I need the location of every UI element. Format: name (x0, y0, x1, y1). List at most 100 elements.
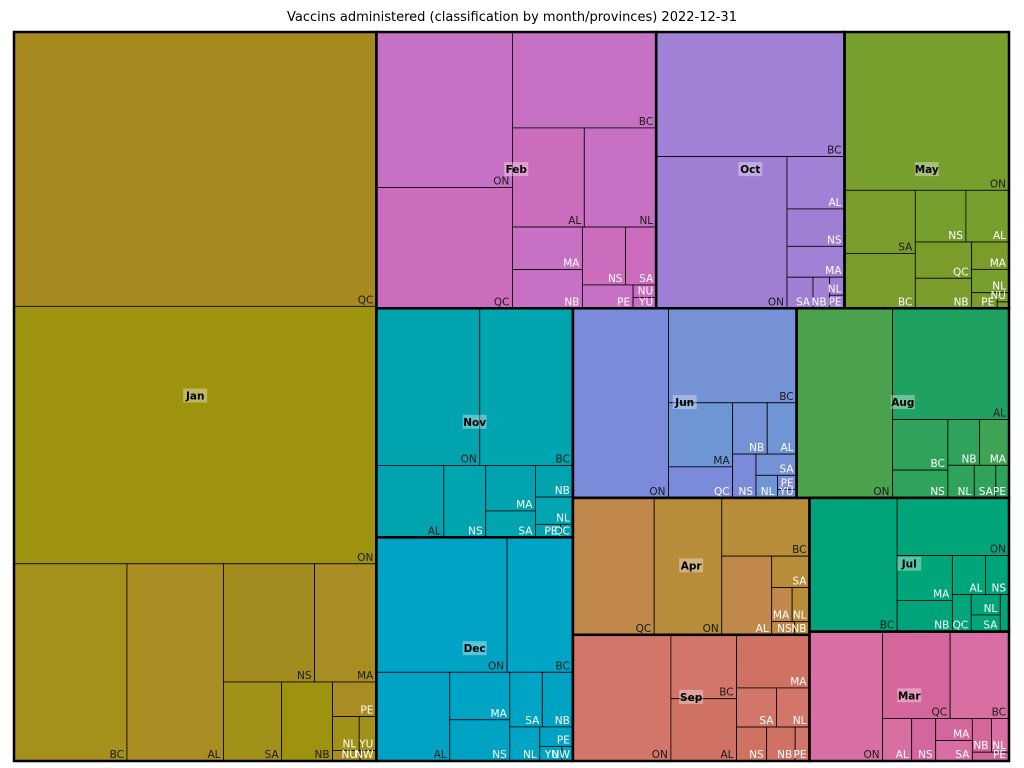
leaf-feb-bc[interactable] (512, 31, 657, 129)
leaf-mar-bc[interactable] (949, 631, 1010, 719)
leaf-jun-on[interactable] (572, 307, 669, 499)
leaf-label-nov-on: ON (461, 453, 477, 465)
leaf-sep-ma[interactable] (736, 634, 810, 689)
month-label-bg-aug (890, 395, 915, 410)
leaf-aug-al[interactable] (892, 307, 1010, 420)
leaf-label-mar-bc: BC (992, 706, 1006, 718)
leaf-oct-ma[interactable] (786, 245, 845, 278)
leaf-feb-al[interactable] (512, 127, 585, 228)
leaf-label-feb-nu: NU (638, 286, 654, 298)
leaf-sep-on[interactable] (572, 634, 672, 762)
leaf-label-jan-nl: NL (343, 738, 357, 750)
leaf-label-oct-on: ON (768, 296, 784, 308)
leaf-jan-al[interactable] (126, 563, 224, 762)
leaf-sep-bc[interactable] (670, 634, 737, 700)
leaf-may-nb[interactable] (914, 277, 973, 309)
leaf-jan-pe[interactable] (332, 681, 377, 717)
month-label-bg-sep (679, 689, 704, 704)
leaf-nov-nb[interactable] (535, 465, 574, 498)
leaf-label-may-qc: QC (953, 266, 969, 278)
leaf-jun-al[interactable] (766, 402, 797, 455)
leaf-feb-nb[interactable] (512, 269, 583, 309)
leaf-feb-on[interactable] (375, 31, 513, 188)
leaf-jun-qc[interactable] (668, 466, 734, 499)
month-label-apr: Apr (681, 560, 703, 572)
leaf-oct-ns[interactable] (786, 208, 845, 247)
leaf-label-apr-sa: SA (792, 575, 807, 587)
leaf-mar-qc[interactable] (882, 631, 951, 719)
leaf-dec-nb[interactable] (541, 671, 574, 728)
leaf-label-mar-sa: SA (955, 749, 970, 761)
leaf-jul-on[interactable] (896, 497, 1010, 556)
leaf-label-apr-on: ON (703, 623, 719, 635)
leaf-label-nov-pe: PE (544, 525, 557, 537)
leaf-nov-on[interactable] (375, 307, 481, 466)
leaf-apr-qc[interactable] (572, 497, 655, 636)
leaf-may-ns[interactable] (914, 189, 967, 243)
leaf-jan-bc[interactable] (13, 563, 128, 762)
leaf-mar-al[interactable] (882, 718, 913, 762)
leaf-apr-on[interactable] (653, 497, 723, 636)
leaf-jan-nb[interactable] (281, 681, 333, 762)
leaf-aug-on[interactable] (796, 307, 893, 499)
leaf-aug-nl[interactable] (947, 464, 975, 499)
leaf-jan-on[interactable] (13, 305, 377, 565)
month-label-bg-may (914, 162, 939, 177)
leaf-aug-nb[interactable] (947, 419, 981, 466)
leaf-label-sep-nb: NB (777, 749, 792, 761)
leaf-jan-sa[interactable] (223, 681, 283, 762)
leaf-label-sep-pe: PE (793, 749, 806, 761)
leaf-jul-bc[interactable] (809, 497, 898, 632)
leaf-label-may-nb: NB (954, 296, 969, 308)
leaf-dec-on[interactable] (375, 536, 508, 673)
leaf-nov-ma[interactable] (485, 465, 536, 512)
leaf-label-jul-al: AL (969, 583, 982, 595)
leaf-jan-ma[interactable] (314, 563, 377, 683)
leaf-may-on[interactable] (844, 31, 1010, 191)
leaf-mar-on[interactable] (809, 631, 884, 762)
leaf-jul-al[interactable] (951, 555, 986, 595)
leaf-nov-sa[interactable] (485, 510, 536, 538)
leaf-label-dec-bc: BC (556, 660, 570, 672)
leaf-may-qc[interactable] (914, 241, 973, 279)
leaf-feb-ma[interactable] (512, 226, 583, 271)
leaf-sep-nb[interactable] (766, 726, 796, 762)
leaf-jul-nb[interactable] (896, 600, 953, 632)
leaf-label-oct-sa: SA (796, 296, 811, 308)
leaf-oct-bc[interactable] (655, 31, 845, 157)
leaf-may-ma[interactable] (971, 241, 1010, 270)
leaf-label-apr-ns: NS (777, 623, 792, 635)
leaf-label-may-bc: BC (898, 296, 912, 308)
leaf-label-apr-qc: QC (636, 623, 652, 635)
leaf-may-sa[interactable] (844, 189, 916, 254)
leaf-label-mar-on: ON (863, 749, 879, 761)
leaf-feb-nl[interactable] (583, 127, 657, 228)
leaf-feb-sa[interactable] (625, 226, 657, 286)
leaf-nov-bc[interactable] (479, 307, 574, 466)
leaf-dec-al[interactable] (375, 671, 451, 762)
leaf-oct-al[interactable] (786, 156, 845, 210)
leaf-apr-bc[interactable] (721, 497, 810, 557)
leaf-label-sep-sa: SA (759, 715, 774, 727)
leaf-feb-qc[interactable] (375, 187, 513, 309)
leaf-sep-sa[interactable] (736, 687, 777, 728)
leaf-aug-ns[interactable] (892, 469, 949, 499)
leaf-jun-ma[interactable] (668, 402, 734, 468)
leaf-jun-bc[interactable] (668, 307, 797, 404)
leaf-dec-bc[interactable] (506, 536, 574, 673)
leaf-apr-al[interactable] (721, 555, 773, 636)
leaf-dec-ma[interactable] (449, 671, 511, 721)
leaf-sep-nl[interactable] (776, 687, 810, 728)
leaf-jan-qc[interactable] (13, 31, 377, 307)
leaf-label-jul-on: ON (990, 544, 1006, 556)
leaf-jun-nb[interactable] (732, 402, 768, 455)
leaf-mar-ns[interactable] (911, 718, 937, 762)
leaf-oct-on[interactable] (655, 156, 788, 309)
month-label-bg-nov (462, 414, 487, 429)
leaf-label-jan-nu: NU (342, 749, 358, 761)
leaf-may-al[interactable] (965, 189, 1010, 243)
leaf-label-jun-pe: PE (781, 477, 794, 489)
leaf-jan-ns[interactable] (223, 563, 315, 683)
leaf-jul-pe[interactable] (999, 594, 1010, 632)
